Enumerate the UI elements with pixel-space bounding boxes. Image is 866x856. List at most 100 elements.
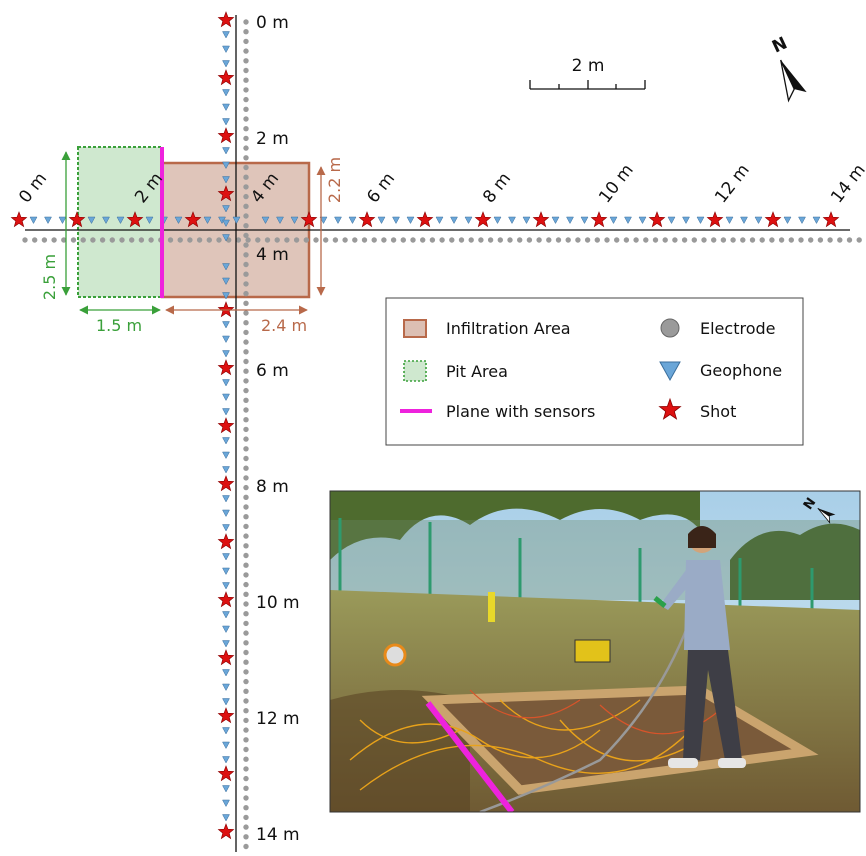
geophone — [740, 216, 748, 225]
legend-electrode-icon — [660, 318, 680, 338]
electrode — [243, 708, 249, 714]
electrode — [313, 237, 319, 243]
electrode — [808, 237, 814, 243]
geophone — [222, 408, 230, 416]
shot — [648, 211, 666, 228]
legend-plane-label: Plane with sensors — [446, 402, 595, 421]
pit-height-label: 2.5 m — [40, 254, 59, 300]
geophone — [116, 216, 125, 225]
electrode — [243, 417, 249, 423]
electrode — [243, 805, 249, 811]
electrode — [167, 237, 174, 243]
electrode — [243, 300, 249, 306]
electrode — [243, 96, 249, 103]
shot — [217, 649, 235, 666]
horizontal-distance-label: 12 m — [711, 160, 754, 207]
electrode — [243, 581, 249, 588]
electrode — [468, 237, 474, 243]
electrode — [196, 237, 203, 243]
electrode — [243, 126, 249, 132]
legend-electrode-label: Electrode — [700, 319, 775, 338]
electrode — [243, 397, 249, 403]
electrode — [749, 237, 756, 243]
electrode — [293, 237, 300, 243]
electrode — [243, 717, 249, 724]
electrode — [352, 237, 358, 243]
electrode — [243, 727, 249, 733]
geophone — [783, 216, 792, 225]
electrode — [243, 552, 249, 559]
electrode — [720, 237, 727, 243]
shot — [217, 359, 235, 376]
electrode — [243, 543, 249, 549]
electrode — [243, 223, 249, 229]
electrode — [148, 237, 154, 243]
electrode — [99, 237, 106, 243]
geophone — [222, 495, 230, 503]
electrode — [243, 242, 249, 248]
electrode — [662, 237, 668, 243]
electrode — [243, 77, 249, 83]
electrode — [243, 349, 249, 355]
shot — [68, 211, 86, 228]
legend-pit-swatch — [403, 360, 427, 382]
geophone — [222, 785, 230, 793]
electrode — [243, 562, 249, 568]
geophone — [566, 216, 574, 225]
electrode — [778, 237, 785, 243]
shot — [217, 127, 235, 144]
electrode — [691, 237, 697, 243]
electrode — [119, 237, 125, 243]
electrode — [243, 184, 249, 190]
legend-geophone-icon — [659, 361, 681, 382]
geophone — [222, 393, 230, 402]
geophone — [682, 216, 690, 225]
geophone — [754, 216, 763, 225]
geophone — [222, 60, 230, 68]
vertical-geophones — [222, 31, 230, 822]
electrode — [633, 237, 639, 243]
electrode — [788, 237, 794, 243]
electrode — [487, 237, 494, 243]
geophone — [222, 277, 230, 286]
pit-width-label: 1.5 m — [96, 316, 142, 335]
geophone — [222, 582, 230, 590]
geophone — [222, 292, 230, 300]
geophone — [377, 216, 386, 225]
electrode — [701, 237, 707, 243]
electrode — [243, 261, 249, 268]
geophone — [406, 216, 415, 225]
electrode — [243, 193, 249, 200]
electrode — [243, 630, 249, 636]
electrode — [243, 465, 249, 471]
vertical-shots — [217, 11, 235, 840]
electrode — [332, 237, 339, 243]
electrode — [575, 237, 581, 243]
electrode — [846, 237, 853, 243]
geophone — [392, 216, 400, 225]
electrode — [243, 339, 249, 345]
geophone — [102, 216, 110, 225]
geophone — [222, 176, 230, 184]
legend-infiltration-label: Infiltration Area — [446, 319, 571, 338]
electrode — [243, 756, 249, 762]
geophone — [464, 216, 473, 225]
electrode — [243, 290, 249, 297]
geophone — [435, 216, 444, 225]
geophone — [222, 727, 230, 735]
electrode — [243, 164, 249, 171]
shot — [217, 707, 235, 724]
electrode — [711, 237, 717, 243]
electrode — [187, 237, 193, 243]
shot — [10, 211, 28, 228]
electrode — [342, 237, 348, 243]
horizontal-distance-label: 8 m — [479, 169, 515, 207]
geophone — [450, 216, 458, 225]
electrode — [255, 237, 261, 243]
geophone — [222, 683, 230, 692]
electrode — [681, 237, 688, 243]
shot — [416, 211, 434, 228]
electrode — [243, 87, 249, 93]
electrode — [243, 669, 249, 675]
geophone — [522, 216, 531, 225]
